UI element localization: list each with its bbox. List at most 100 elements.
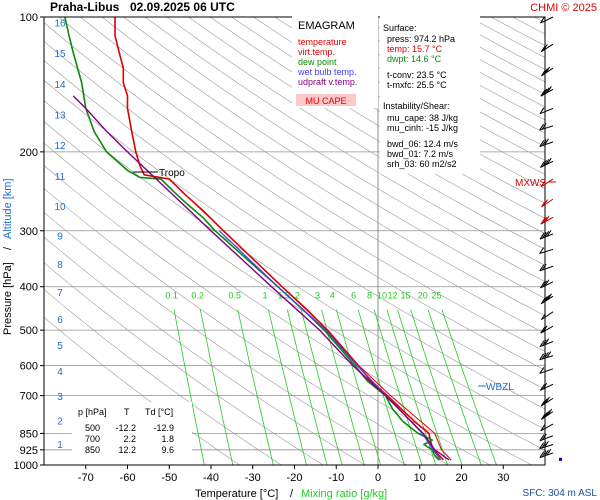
altitude-label: 9 [57, 232, 63, 243]
wind-barb-shaft [540, 216, 554, 225]
mixing-ratio-label: 1 [263, 291, 268, 301]
mixing-ratio-label: 2 [295, 291, 300, 301]
wind-barb-shaft [541, 67, 554, 77]
dry-adiabat [44, 79, 545, 410]
wind-barb-shaft [539, 355, 554, 361]
wind-barb-feather [542, 160, 548, 167]
mixing-ratio-line [373, 309, 423, 465]
wind-barb-shaft [539, 435, 554, 442]
wind-barb-feather [546, 157, 552, 165]
wind-barb [540, 382, 554, 391]
altitude-label: 4 [57, 367, 63, 378]
plot-area: 0.1 0.2 0.5 1 1.5 2 3 4 6 8 10 12 15 20 25 [44, 17, 545, 465]
wind-barb-feather [544, 138, 549, 146]
wind-barb-feather [543, 199, 548, 206]
wind-barb-feather [541, 231, 547, 239]
wind-barb-shaft [539, 107, 554, 115]
mixing-ratio-line [237, 309, 274, 465]
dry-adiabat [80, 17, 545, 317]
wind-barb-feather [541, 450, 547, 458]
station-name: Praha-Libus [50, 0, 120, 14]
wind-barb-feather [540, 384, 545, 391]
wind-barb-shaft [540, 383, 554, 391]
y-axis-title: Pressure [hPa] [2, 262, 14, 335]
wind-barb-feather [539, 451, 545, 458]
wind-barb-shaft [540, 295, 554, 305]
table-cell: -12.9 [153, 423, 174, 433]
mixing-ratio-line [397, 309, 448, 465]
wind-barb-feather [539, 123, 545, 131]
dry-adiabat [188, 17, 545, 234]
legend-item-updraft: udpraft v.temp. [298, 77, 357, 87]
wind-barb-feather [541, 339, 547, 347]
wind-barb-shaft [541, 311, 554, 321]
wind-barb [540, 311, 554, 321]
dry-adiabat [44, 60, 545, 390]
wind-barb [539, 123, 554, 131]
wind-barb [540, 396, 554, 407]
table-cell: 9.6 [161, 445, 174, 455]
mixing-ratio-line [173, 309, 205, 465]
x-axis-title: Temperature [°C] [195, 488, 278, 500]
dry-adiabat [44, 22, 545, 352]
x-tick-label: -70 [78, 472, 94, 484]
x-tick-label: -10 [328, 472, 344, 484]
dry-adiabat [44, 289, 282, 465]
wind-barb-shaft [539, 141, 554, 147]
wind-barb-feather [547, 408, 553, 416]
surface-tconv: t-conv: 23.5 °C [387, 70, 447, 80]
wind-barb-feather [546, 448, 552, 456]
legend-item-wet-bulb: wet bulb temp. [297, 67, 357, 77]
mixing-ratio-label: 0.5 [228, 291, 241, 301]
wind-barb-feather [540, 281, 545, 289]
y-tick-label: 925 [20, 445, 38, 457]
wind-barb-feather [542, 88, 548, 96]
mu-cape-button[interactable] [296, 94, 356, 106]
wind-barb-feather [540, 326, 546, 334]
wind-barb [539, 138, 554, 147]
mixing-ratio-label: 0.1 [165, 291, 178, 301]
table-header-p: p [hPa] [78, 407, 107, 417]
wind-barb-feather [544, 449, 549, 457]
credit: CHMI © 2025 [530, 2, 597, 14]
mixing-ratio-line [268, 309, 307, 465]
instability-bwd-06: bwd_06: 12.4 m/s [387, 139, 459, 149]
x-axis-title-2: Mixing ratio [g/kg] [301, 488, 387, 500]
series-wet-bulb-temp [218, 230, 442, 461]
wind-barb [539, 263, 554, 272]
x-tick-label: -50 [161, 472, 177, 484]
mixing-ratio-label: 0.2 [191, 291, 204, 301]
wind-barb-feather [545, 410, 550, 417]
dry-adiabat [145, 17, 545, 266]
wind-barb-feather [543, 411, 548, 419]
altitude-label: 13 [54, 111, 66, 122]
wind-barb-feather [545, 396, 550, 404]
instability-srh-03: srh_03: 60 m2/s2 [387, 159, 457, 169]
altitude-label: 12 [54, 141, 66, 152]
wind-barb-shaft [539, 248, 554, 254]
mixing-ratio-label: 6 [351, 291, 356, 301]
x-tick-label: 30 [497, 472, 509, 484]
wind-barb-feather [541, 441, 547, 449]
dry-adiabat [44, 142, 532, 465]
wind-barb [540, 178, 554, 188]
info-panel: Surface: press: 974.2 hPa temp: 15.7 °C … [380, 16, 480, 174]
y-tick-label: 300 [20, 226, 38, 238]
wind-barb-feather [539, 232, 545, 240]
wind-barb-feather [544, 338, 550, 346]
wind-barb [539, 433, 554, 442]
wind-barb-feather [539, 161, 545, 168]
wind-barb [540, 423, 554, 432]
wind-barb-feather [544, 215, 550, 222]
table-cell: 850 [85, 445, 100, 455]
wind-barb-feather [539, 107, 545, 114]
dry-adiabat [44, 262, 324, 465]
mixing-ratio-label: 10 [377, 291, 387, 301]
wind-barb-feather [546, 230, 552, 237]
wind-barb [539, 230, 554, 240]
mixing-ratio-line [286, 309, 328, 465]
legend-item-virt-temp: virt.temp. [298, 47, 335, 57]
legend-item-temperature: temperature [298, 37, 347, 47]
wind-barb-shaft [539, 233, 554, 240]
axes: -70 -60 -50 -40 -30 -20 -10 0 10 20 30 100 200 300 400… [14, 12, 510, 484]
